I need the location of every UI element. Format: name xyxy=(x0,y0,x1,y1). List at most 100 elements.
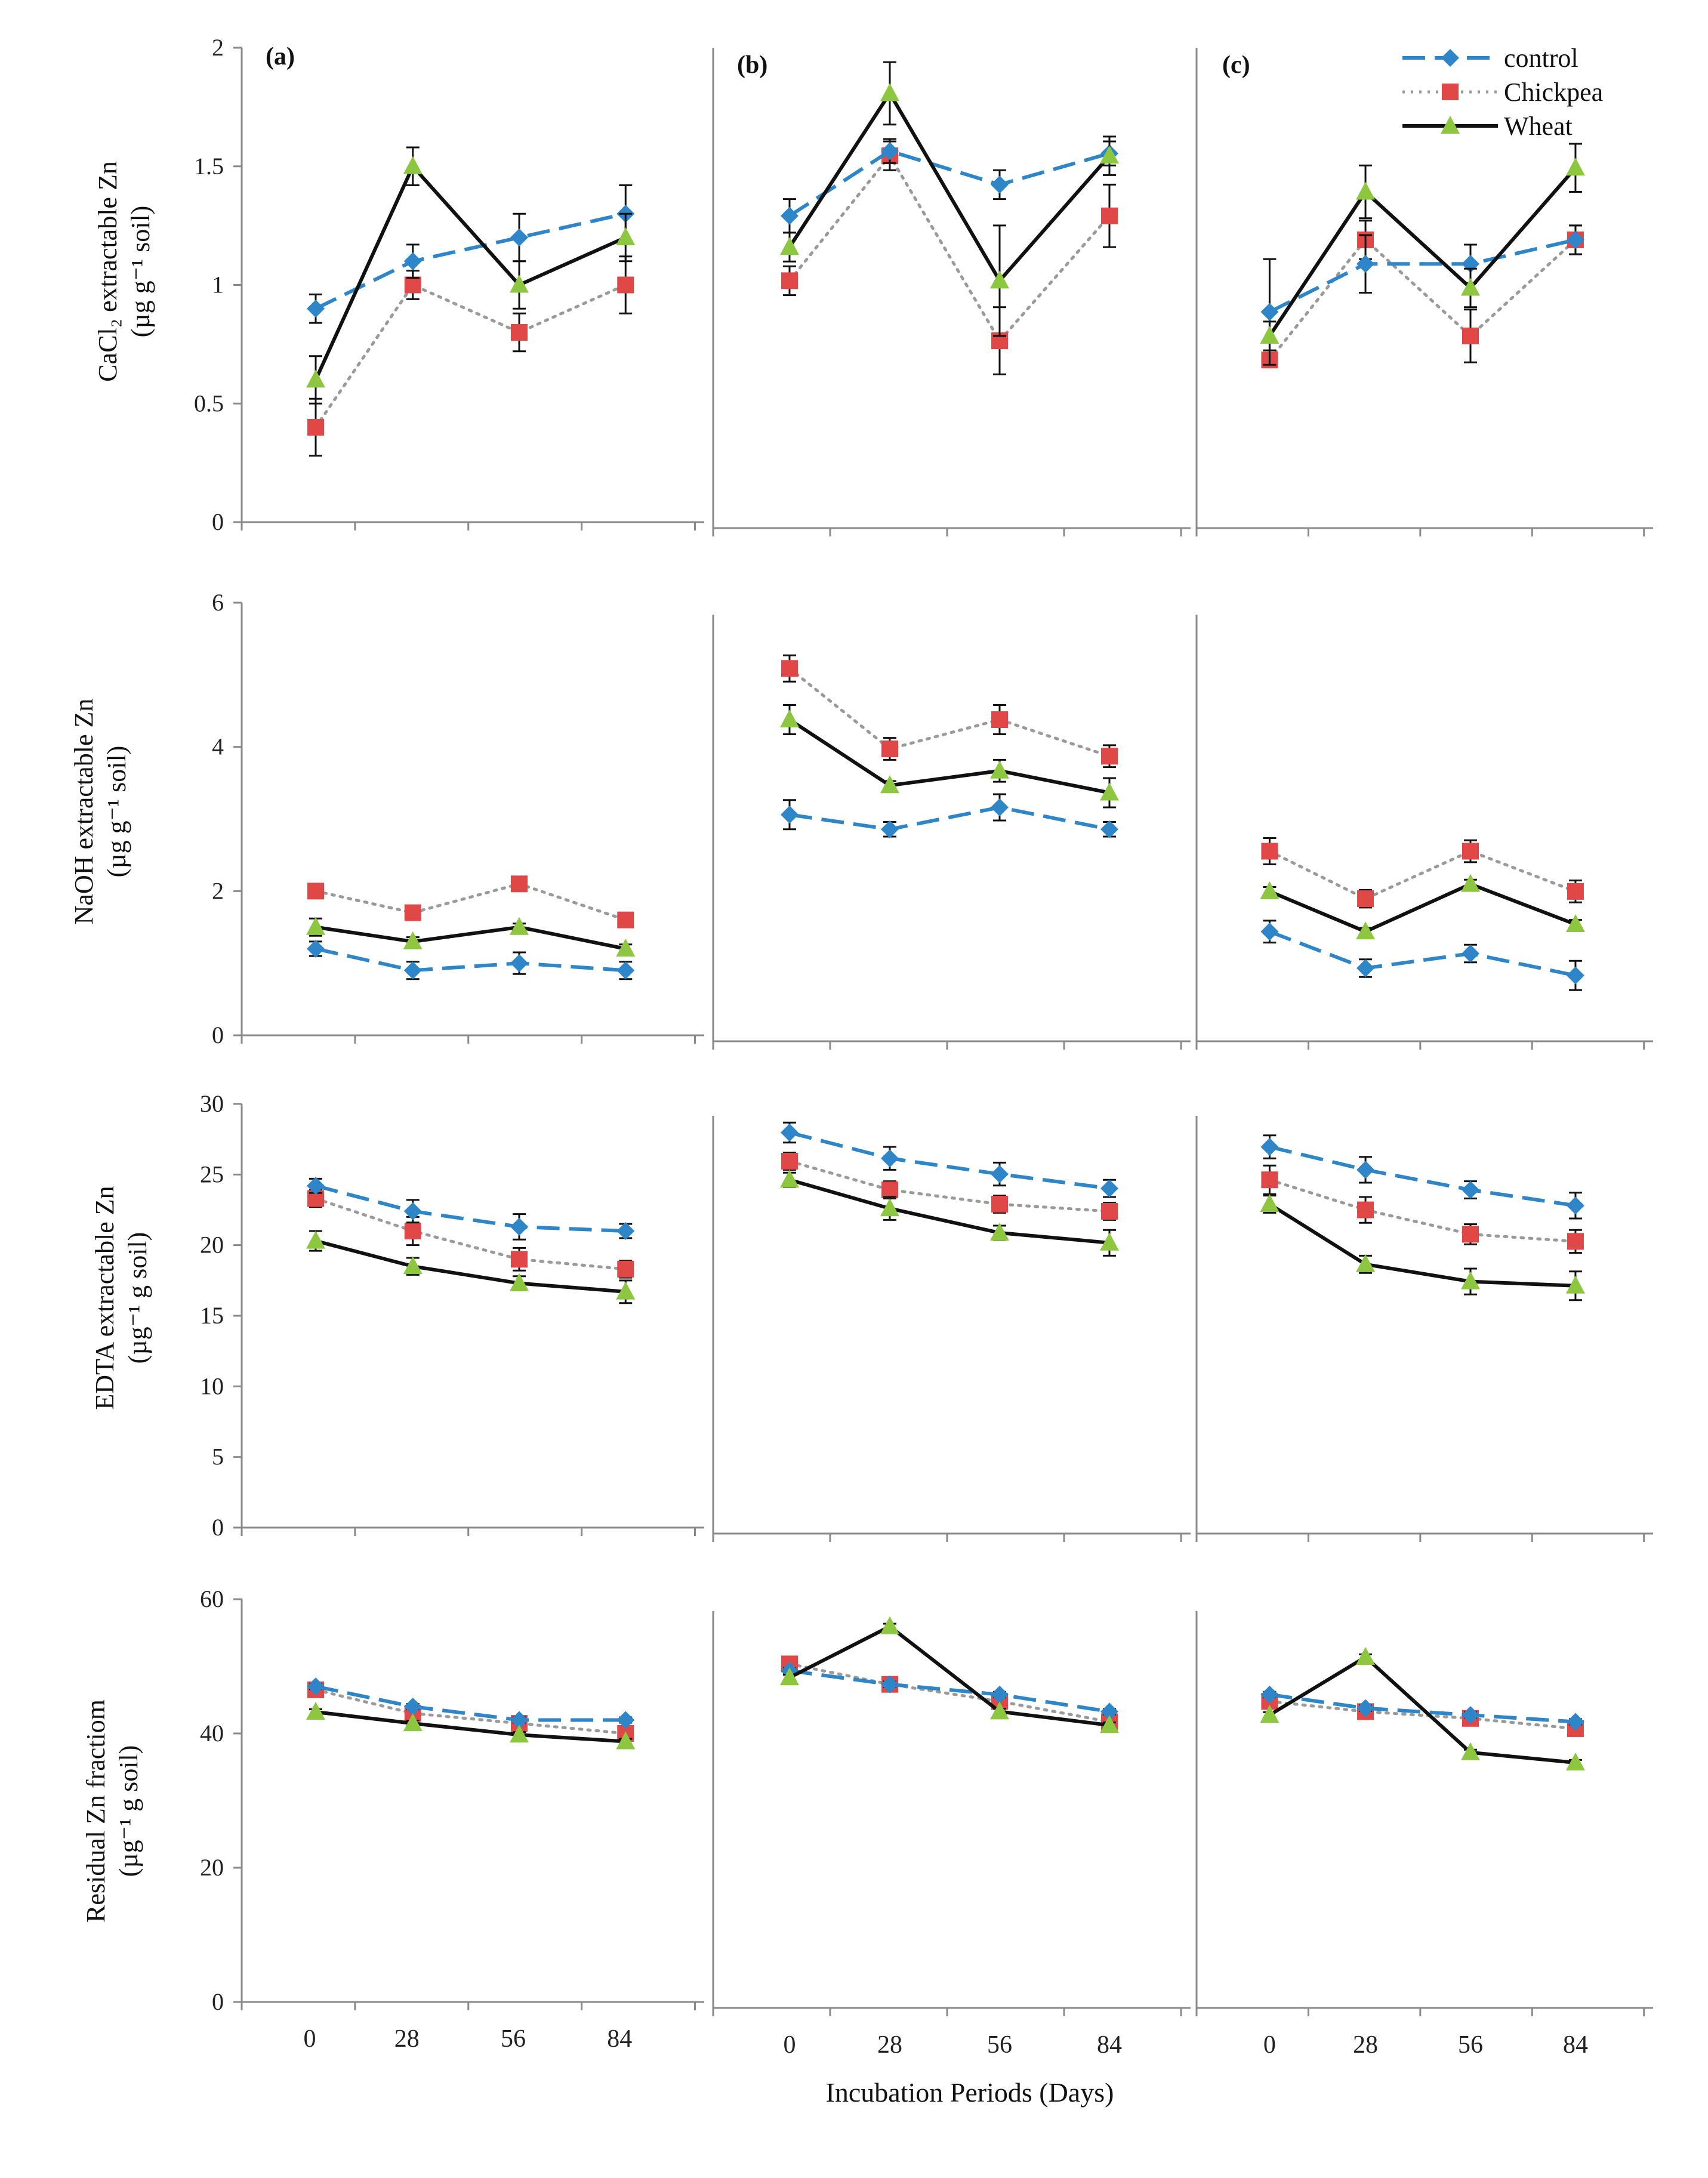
marker-wheat-3-0-1 xyxy=(403,1713,423,1732)
legend-label-wheat: Wheat xyxy=(1504,112,1573,141)
marker-wheat-0-1-2 xyxy=(990,270,1009,289)
marker-control-1-0-1 xyxy=(403,961,422,980)
marker-wheat-1-0-3 xyxy=(616,939,636,957)
marker-wheat-0-1-1 xyxy=(880,83,899,101)
legend-label-control: control xyxy=(1504,44,1578,73)
legend: control Chickpea Wheat xyxy=(1402,44,1603,141)
panel-label-c: (c) xyxy=(1222,51,1250,79)
marker-chickpea-2-2-3 xyxy=(1567,1233,1584,1250)
y-tick-label-2-3: 15 xyxy=(200,1302,224,1329)
line-chickpea-3-0 xyxy=(314,1688,627,1735)
marker-wheat-3-1-3 xyxy=(1100,1715,1119,1733)
marker-chickpea-1-1-0 xyxy=(781,660,798,677)
line-chickpea-2-0 xyxy=(314,1197,627,1271)
series-control-3-0 xyxy=(307,1677,635,1729)
y-tick-label-3-2: 40 xyxy=(200,1720,224,1747)
legend-label-chickpea: Chickpea xyxy=(1504,78,1603,107)
series-control-1-2 xyxy=(1260,920,1584,991)
ylabel-residual-line1: Residual Zn fractiom xyxy=(81,1699,110,1923)
line-wheat-3-2 xyxy=(1268,1655,1576,1764)
y-tick-label-0-1: 0.5 xyxy=(194,390,224,417)
ylabel-residual-line2: (µg⁻¹ g soil) xyxy=(114,1745,143,1877)
marker-wheat-2-2-3 xyxy=(1565,1275,1585,1294)
marker-chickpea-2-0-2 xyxy=(511,1251,528,1268)
ylabel-edta-line1: EDTA extractable Zn xyxy=(90,1186,119,1409)
series-control-2-2 xyxy=(1260,1134,1584,1220)
marker-chickpea-1-1-3 xyxy=(1101,748,1118,765)
marker-control-3-0-2 xyxy=(510,1711,528,1729)
marker-control-3-2-0 xyxy=(1260,1685,1279,1704)
line-control-1-1 xyxy=(789,805,1110,831)
series-chickpea-2-0 xyxy=(307,1189,634,1279)
series-wheat-1-1 xyxy=(780,704,1119,809)
marker-control-1-0-2 xyxy=(510,954,528,973)
line-wheat-0-1 xyxy=(788,90,1111,284)
series-control-2-1 xyxy=(781,1121,1118,1198)
marker-control-1-2-2 xyxy=(1462,945,1479,962)
marker-wheat-2-1-2 xyxy=(990,1223,1009,1241)
series-wheat-0-0 xyxy=(306,146,636,405)
marker-control-0-0-2 xyxy=(510,229,528,246)
series-chickpea-1-0 xyxy=(307,875,634,928)
ylabel-cacl2-line2: (µg g⁻¹ soil) xyxy=(126,206,155,338)
line-chickpea-0-0 xyxy=(314,283,627,429)
marker-control-3-1-2 xyxy=(991,1685,1009,1704)
marker-control-0-2-0 xyxy=(1260,303,1279,321)
marker-control-2-2-0 xyxy=(1260,1138,1279,1156)
line-chickpea-1-2 xyxy=(1268,849,1577,900)
panel-3-2: 0 28 56 84 xyxy=(1195,1611,1653,2059)
marker-wheat-1-0-0 xyxy=(306,917,325,935)
marker-wheat-0-2-2 xyxy=(1461,277,1480,296)
legend-entry-chickpea: Chickpea xyxy=(1402,78,1603,107)
marker-wheat-1-1-2 xyxy=(990,760,1009,779)
marker-chickpea-0-1-0 xyxy=(781,272,798,289)
marker-chickpea-2-1-1 xyxy=(881,1181,898,1198)
series-wheat-0-2 xyxy=(1260,143,1585,351)
x-tick-label-0-0: 0 xyxy=(304,2025,316,2053)
marker-control-1-1-1 xyxy=(881,820,899,838)
line-wheat-1-2 xyxy=(1269,882,1577,934)
panel-2-1 xyxy=(712,1116,1191,1542)
y-tick-label-2-6: 30 xyxy=(200,1090,224,1117)
y-tick-label-3-0: 0 xyxy=(212,1988,224,2015)
line-control-2-0 xyxy=(315,1184,626,1233)
marker-wheat-1-1-0 xyxy=(780,709,799,727)
marker-chickpea-2-1-0 xyxy=(781,1153,798,1170)
y-tick-label-2-4: 20 xyxy=(200,1232,224,1258)
series-control-3-1 xyxy=(781,1661,1118,1721)
marker-wheat-2-0-3 xyxy=(616,1281,636,1300)
legend-entry-control: control xyxy=(1402,44,1578,73)
marker-control-0-1-2 xyxy=(991,175,1009,194)
marker-chickpea-2-2-1 xyxy=(1357,1201,1374,1218)
panel-0-0: 0 0.5 1 1.5 2 xyxy=(194,34,704,535)
y-tick-label-1-2: 4 xyxy=(212,733,224,760)
y-tick-label-1-3: 6 xyxy=(212,589,224,616)
marker-wheat-3-0-0 xyxy=(306,1702,325,1720)
line-control-1-2 xyxy=(1269,930,1576,977)
line-wheat-2-0 xyxy=(315,1239,626,1294)
ylabel-cacl2-line1: CaCl₂ extractable Zn xyxy=(93,161,122,382)
y-tick-label-0-4: 2 xyxy=(212,34,224,61)
marker-wheat-2-2-0 xyxy=(1260,1194,1280,1212)
line-chickpea-1-1 xyxy=(788,667,1111,758)
marker-wheat-3-2-0 xyxy=(1260,1705,1280,1723)
marker-chickpea-2-1-3 xyxy=(1101,1203,1118,1220)
marker-wheat-1-2-3 xyxy=(1565,914,1585,932)
ylabel-cacl2: CaCl₂ extractable Zn (µg g⁻¹ soil) xyxy=(93,161,155,382)
panel-1-2 xyxy=(1195,615,1653,1050)
series-wheat-3-1 xyxy=(780,1616,1119,1733)
marker-wheat-2-1-3 xyxy=(1100,1232,1119,1251)
marker-chickpea-1-2-3 xyxy=(1567,883,1584,900)
line-control-2-2 xyxy=(1269,1145,1576,1208)
marker-control-2-0-1 xyxy=(403,1202,422,1220)
x-tick-label-0-1: 28 xyxy=(394,2025,420,2053)
marker-control-2-1-0 xyxy=(781,1124,798,1142)
panel-1-1 xyxy=(712,615,1191,1050)
marker-wheat-1-2-1 xyxy=(1356,921,1376,940)
panel-0-2 xyxy=(1195,48,1653,536)
marker-control-0-2-3 xyxy=(1566,231,1584,249)
line-control-3-2 xyxy=(1269,1692,1576,1724)
marker-wheat-2-2-2 xyxy=(1461,1271,1480,1289)
marker-wheat-3-1-0 xyxy=(780,1667,799,1686)
marker-wheat-3-2-3 xyxy=(1565,1753,1585,1770)
